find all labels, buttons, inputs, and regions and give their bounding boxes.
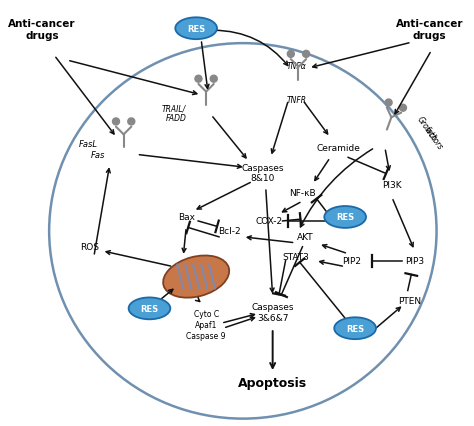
Text: Apaf1: Apaf1 bbox=[195, 320, 217, 329]
Circle shape bbox=[210, 76, 217, 83]
Circle shape bbox=[385, 100, 392, 107]
Text: ROS: ROS bbox=[81, 243, 100, 252]
Text: Cyto C: Cyto C bbox=[193, 309, 219, 318]
Text: TNFR: TNFR bbox=[286, 95, 307, 104]
Text: COX-2: COX-2 bbox=[255, 217, 282, 226]
Text: Bax: Bax bbox=[178, 213, 195, 222]
Circle shape bbox=[195, 76, 202, 83]
Text: TNFα: TNFα bbox=[287, 62, 306, 71]
Text: PIP2: PIP2 bbox=[343, 256, 362, 265]
Circle shape bbox=[287, 51, 294, 58]
Ellipse shape bbox=[334, 317, 376, 340]
Text: Caspases: Caspases bbox=[241, 164, 284, 173]
Ellipse shape bbox=[128, 298, 170, 320]
Text: NF-κB: NF-κB bbox=[289, 188, 316, 197]
Text: Apoptosis: Apoptosis bbox=[238, 377, 307, 389]
Text: RES: RES bbox=[140, 304, 158, 313]
Text: Anti-cancer
drugs: Anti-cancer drugs bbox=[396, 19, 464, 41]
Text: FasL: FasL bbox=[79, 140, 98, 149]
Ellipse shape bbox=[175, 18, 217, 40]
Text: Caspase 9: Caspase 9 bbox=[186, 331, 226, 340]
Text: Bcl-2: Bcl-2 bbox=[218, 227, 240, 236]
Text: PTEN: PTEN bbox=[398, 296, 421, 305]
Text: PI3K: PI3K bbox=[382, 180, 401, 189]
Circle shape bbox=[400, 105, 407, 112]
Text: Growth: Growth bbox=[415, 114, 438, 142]
Circle shape bbox=[128, 119, 135, 126]
Text: RES: RES bbox=[336, 213, 354, 222]
Text: 3&6&7: 3&6&7 bbox=[257, 313, 288, 322]
Text: factors: factors bbox=[422, 125, 444, 152]
Text: Anti-cancer
drugs: Anti-cancer drugs bbox=[9, 19, 76, 41]
Text: RES: RES bbox=[346, 324, 364, 333]
Text: Fas: Fas bbox=[91, 150, 105, 159]
Text: 8&10: 8&10 bbox=[251, 173, 275, 182]
Ellipse shape bbox=[163, 256, 229, 298]
Ellipse shape bbox=[324, 207, 366, 228]
Text: PIP3: PIP3 bbox=[405, 256, 424, 265]
Text: AKT: AKT bbox=[297, 233, 314, 242]
Text: RES: RES bbox=[187, 25, 205, 34]
Text: TRAIL/: TRAIL/ bbox=[162, 104, 186, 113]
Circle shape bbox=[302, 51, 310, 58]
Text: FADD: FADD bbox=[165, 114, 186, 123]
Text: Ceramide: Ceramide bbox=[316, 144, 360, 153]
Text: STAT3: STAT3 bbox=[282, 253, 309, 262]
Text: Caspases: Caspases bbox=[251, 302, 294, 311]
Circle shape bbox=[112, 119, 119, 126]
